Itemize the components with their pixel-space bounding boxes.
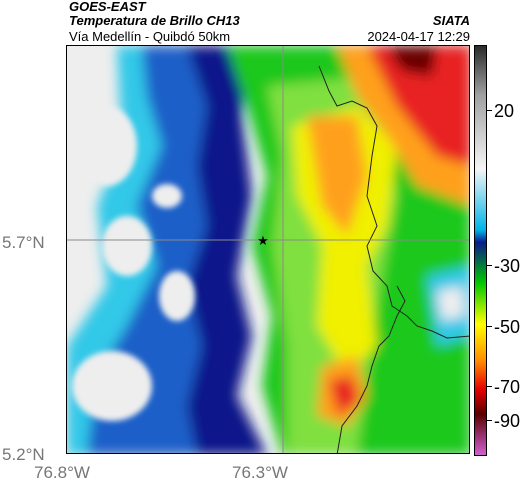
lat-label-2: 5.2°N bbox=[2, 445, 45, 464]
colorbar-tick bbox=[487, 110, 492, 111]
lon-label-1: 76.8°W bbox=[34, 463, 90, 482]
brightness-temperature-map[interactable]: ★ bbox=[66, 45, 470, 454]
colorbar-label-m50: -50 bbox=[494, 317, 521, 337]
colorbar-label-20: 20 bbox=[494, 101, 515, 121]
satellite-title: GOES-EAST bbox=[69, 0, 146, 14]
colorbar-tick bbox=[487, 420, 492, 421]
border-line bbox=[318, 65, 469, 339]
lon-label-2: 76.3°W bbox=[232, 463, 288, 482]
timestamp-label: 2024-04-17 12:29 bbox=[367, 29, 470, 44]
colorbar-label-m90: -90 bbox=[494, 411, 521, 431]
river-line bbox=[336, 285, 406, 453]
colorbar bbox=[474, 45, 487, 456]
colorbar-tick bbox=[487, 326, 492, 327]
colorbar-label-m30: -30 bbox=[494, 256, 521, 276]
star-icon[interactable]: ★ bbox=[257, 233, 269, 248]
colorbar-label-m70: -70 bbox=[494, 377, 521, 397]
colorbar-tick bbox=[487, 265, 492, 266]
route-subtitle: Vía Medellín - Quibdó 50km bbox=[69, 29, 231, 44]
map-canvas: ★ bbox=[67, 46, 469, 453]
organization-label: SIATA bbox=[432, 13, 470, 28]
cloud-field bbox=[67, 46, 469, 453]
lat-label-1: 5.7°N bbox=[2, 233, 45, 252]
colorbar-tick bbox=[487, 386, 492, 387]
product-title: Temperatura de Brillo CH13 bbox=[69, 13, 240, 28]
